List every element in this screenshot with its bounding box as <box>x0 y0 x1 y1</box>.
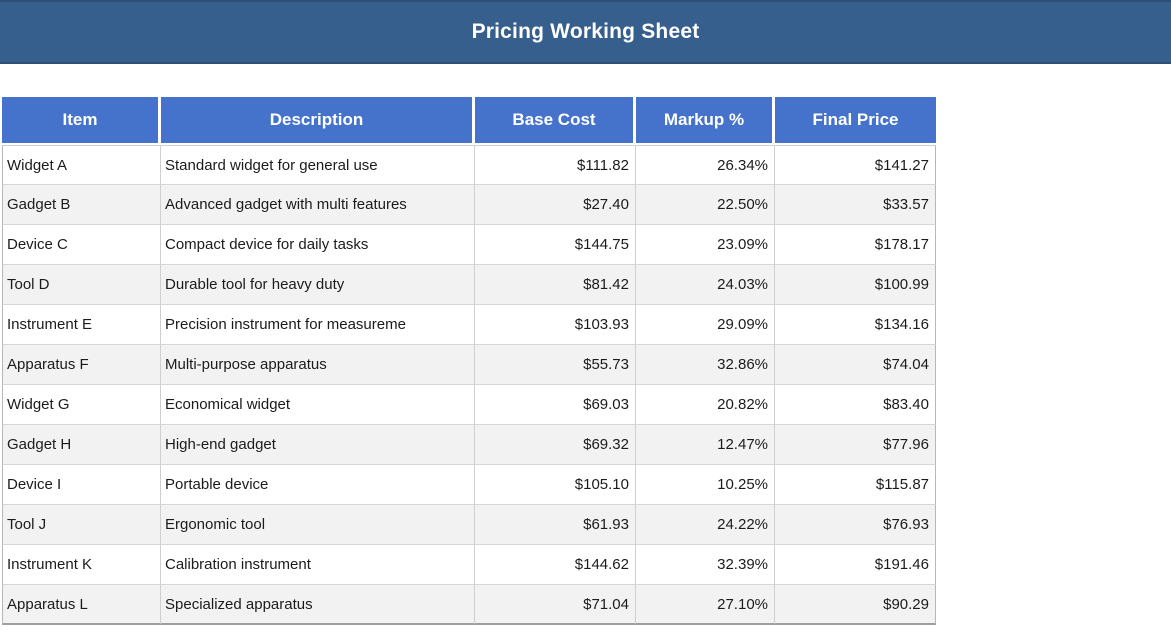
cell-markup[interactable]: 20.82% <box>636 385 775 425</box>
table-row: Device C Compact device for daily tasks $1… <box>2 225 936 265</box>
cell-final-price[interactable]: $83.40 <box>775 385 936 425</box>
table-row: Instrument K Calibration instrument $144.6… <box>2 545 936 585</box>
cell-final-price[interactable]: $33.57 <box>775 185 936 225</box>
cell-final-price[interactable]: $100.99 <box>775 265 936 305</box>
cell-item[interactable]: Gadget H <box>2 425 161 465</box>
cell-item[interactable]: Instrument E <box>2 305 161 345</box>
table-row: Widget A Standard widget for general use $… <box>2 145 936 185</box>
cell-final-price[interactable]: $134.16 <box>775 305 936 345</box>
cell-base-cost[interactable]: $81.42 <box>475 265 636 305</box>
cell-description[interactable]: Ergonomic tool <box>161 505 475 545</box>
cell-base-cost[interactable]: $144.62 <box>475 545 636 585</box>
cell-item[interactable]: Tool J <box>2 505 161 545</box>
table-row: Instrument E Precision instrument for mea… <box>2 305 936 345</box>
table-row: Apparatus L Specialized apparatus $71.04 27… <box>2 585 936 625</box>
cell-description[interactable]: Compact device for daily tasks <box>161 225 475 265</box>
header-row: Item Description Base Cost Markup % Fina… <box>2 97 936 145</box>
cell-item[interactable]: Tool D <box>2 265 161 305</box>
table-row: Tool D Durable tool for heavy duty $81.42 2… <box>2 265 936 305</box>
cell-base-cost[interactable]: $144.75 <box>475 225 636 265</box>
cell-description[interactable]: Economical widget <box>161 385 475 425</box>
cell-final-price[interactable]: $141.27 <box>775 145 936 185</box>
column-header-markup[interactable]: Markup % <box>636 97 775 145</box>
cell-base-cost[interactable]: $69.03 <box>475 385 636 425</box>
cell-description[interactable]: Precision instrument for measureme <box>161 305 475 345</box>
cell-base-cost[interactable]: $27.40 <box>475 185 636 225</box>
cell-description[interactable]: Multi-purpose apparatus <box>161 345 475 385</box>
cell-item[interactable]: Gadget B <box>2 185 161 225</box>
cell-base-cost[interactable]: $71.04 <box>475 585 636 625</box>
cell-description[interactable]: Durable tool for heavy duty <box>161 265 475 305</box>
cell-item[interactable]: Device C <box>2 225 161 265</box>
table-row: Tool J Ergonomic tool $61.93 24.22% $76.93 <box>2 505 936 545</box>
cell-markup[interactable]: 23.09% <box>636 225 775 265</box>
cell-final-price[interactable]: $77.96 <box>775 425 936 465</box>
table-row: Gadget H High-end gadget $69.32 12.47% $77.9… <box>2 425 936 465</box>
cell-final-price[interactable]: $191.46 <box>775 545 936 585</box>
cell-markup[interactable]: 24.03% <box>636 265 775 305</box>
pricing-table-header: Item Description Base Cost Markup % Fina… <box>2 97 936 145</box>
cell-markup[interactable]: 22.50% <box>636 185 775 225</box>
table-row: Device I Portable device $105.10 10.25% $115… <box>2 465 936 505</box>
cell-markup[interactable]: 27.10% <box>636 585 775 625</box>
cell-markup[interactable]: 24.22% <box>636 505 775 545</box>
cell-base-cost[interactable]: $61.93 <box>475 505 636 545</box>
cell-markup[interactable]: 10.25% <box>636 465 775 505</box>
cell-markup[interactable]: 12.47% <box>636 425 775 465</box>
cell-base-cost[interactable]: $55.73 <box>475 345 636 385</box>
sheet-title-banner: Pricing Working Sheet <box>0 0 1171 64</box>
pricing-table-body: Widget A Standard widget for general use $… <box>2 145 936 625</box>
cell-final-price[interactable]: $76.93 <box>775 505 936 545</box>
cell-markup[interactable]: 32.39% <box>636 545 775 585</box>
table-row: Apparatus F Multi-purpose apparatus $55.73… <box>2 345 936 385</box>
cell-final-price[interactable]: $178.17 <box>775 225 936 265</box>
cell-item[interactable]: Instrument K <box>2 545 161 585</box>
cell-base-cost[interactable]: $69.32 <box>475 425 636 465</box>
pricing-table: Item Description Base Cost Markup % Fina… <box>2 97 936 625</box>
cell-base-cost[interactable]: $105.10 <box>475 465 636 505</box>
cell-description[interactable]: Calibration instrument <box>161 545 475 585</box>
cell-final-price[interactable]: $90.29 <box>775 585 936 625</box>
cell-final-price[interactable]: $74.04 <box>775 345 936 385</box>
cell-item[interactable]: Apparatus L <box>2 585 161 625</box>
cell-final-price[interactable]: $115.87 <box>775 465 936 505</box>
cell-description[interactable]: Specialized apparatus <box>161 585 475 625</box>
column-header-item[interactable]: Item <box>2 97 161 145</box>
cell-markup[interactable]: 32.86% <box>636 345 775 385</box>
cell-description[interactable]: Portable device <box>161 465 475 505</box>
cell-description[interactable]: High-end gadget <box>161 425 475 465</box>
cell-base-cost[interactable]: $111.82 <box>475 145 636 185</box>
table-row: Gadget B Advanced gadget with multi featu… <box>2 185 936 225</box>
cell-item[interactable]: Device I <box>2 465 161 505</box>
table-row: Widget G Economical widget $69.03 20.82% $83… <box>2 385 936 425</box>
cell-item[interactable]: Widget A <box>2 145 161 185</box>
column-header-final-price[interactable]: Final Price <box>775 97 936 145</box>
column-header-description[interactable]: Description <box>161 97 475 145</box>
cell-item[interactable]: Apparatus F <box>2 345 161 385</box>
cell-markup[interactable]: 26.34% <box>636 145 775 185</box>
page-title: Pricing Working Sheet <box>471 20 700 43</box>
cell-base-cost[interactable]: $103.93 <box>475 305 636 345</box>
cell-markup[interactable]: 29.09% <box>636 305 775 345</box>
column-header-base-cost[interactable]: Base Cost <box>475 97 636 145</box>
cell-item[interactable]: Widget G <box>2 385 161 425</box>
cell-description[interactable]: Advanced gadget with multi features <box>161 185 475 225</box>
cell-description[interactable]: Standard widget for general use <box>161 145 475 185</box>
